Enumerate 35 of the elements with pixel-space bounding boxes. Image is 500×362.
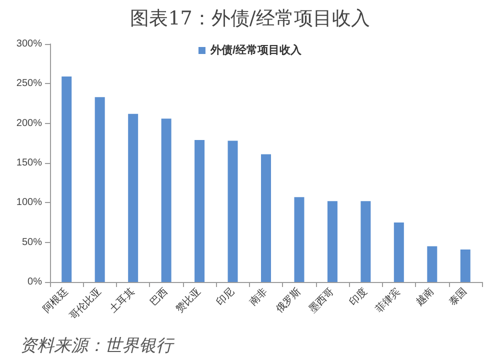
bar — [294, 197, 304, 282]
text: 资料来源：世界银行 — [20, 336, 175, 355]
bar — [360, 201, 371, 282]
bar — [394, 222, 404, 282]
bar — [161, 118, 172, 282]
x-tick-label: 赞比亚 — [174, 285, 204, 316]
bar — [261, 154, 271, 282]
bar — [427, 246, 438, 282]
x-tick-label: 南非 — [247, 285, 270, 308]
x-tick-label: 俄罗斯 — [273, 285, 304, 316]
y-tick-label: 0% — [28, 276, 42, 288]
y-tick-label: 300% — [16, 38, 42, 50]
bar — [460, 249, 470, 282]
x-tick-label: 巴西 — [148, 286, 170, 308]
x-tick-label: 泰国 — [447, 286, 470, 308]
bar — [94, 97, 105, 282]
chart-title: 图表17：外债/经常项目收入 — [130, 8, 370, 30]
x-tick-label: 墨西哥 — [307, 286, 336, 316]
bar — [194, 140, 205, 282]
bar — [327, 201, 338, 282]
y-tick-label: 50% — [22, 236, 42, 248]
x-tick-label: 越南 — [413, 285, 436, 308]
y-tick-label: 200% — [16, 118, 42, 129]
x-tick-label: 印度 — [346, 285, 370, 308]
bar — [228, 140, 238, 282]
y-tick-label: 100% — [16, 197, 42, 208]
x-tick-label: 土耳其 — [107, 285, 137, 316]
legend-label: 外债/经常项目收入 — [209, 44, 303, 56]
y-tick-label: 250% — [16, 78, 42, 90]
x-tick-label: 菲律宾 — [373, 285, 403, 316]
x-tick-label: 哥伦比亚 — [66, 285, 104, 322]
x-tick-label: 印尼 — [214, 285, 237, 308]
bar — [62, 76, 72, 282]
bar — [128, 114, 138, 282]
y-tick-label: 150% — [16, 158, 42, 168]
